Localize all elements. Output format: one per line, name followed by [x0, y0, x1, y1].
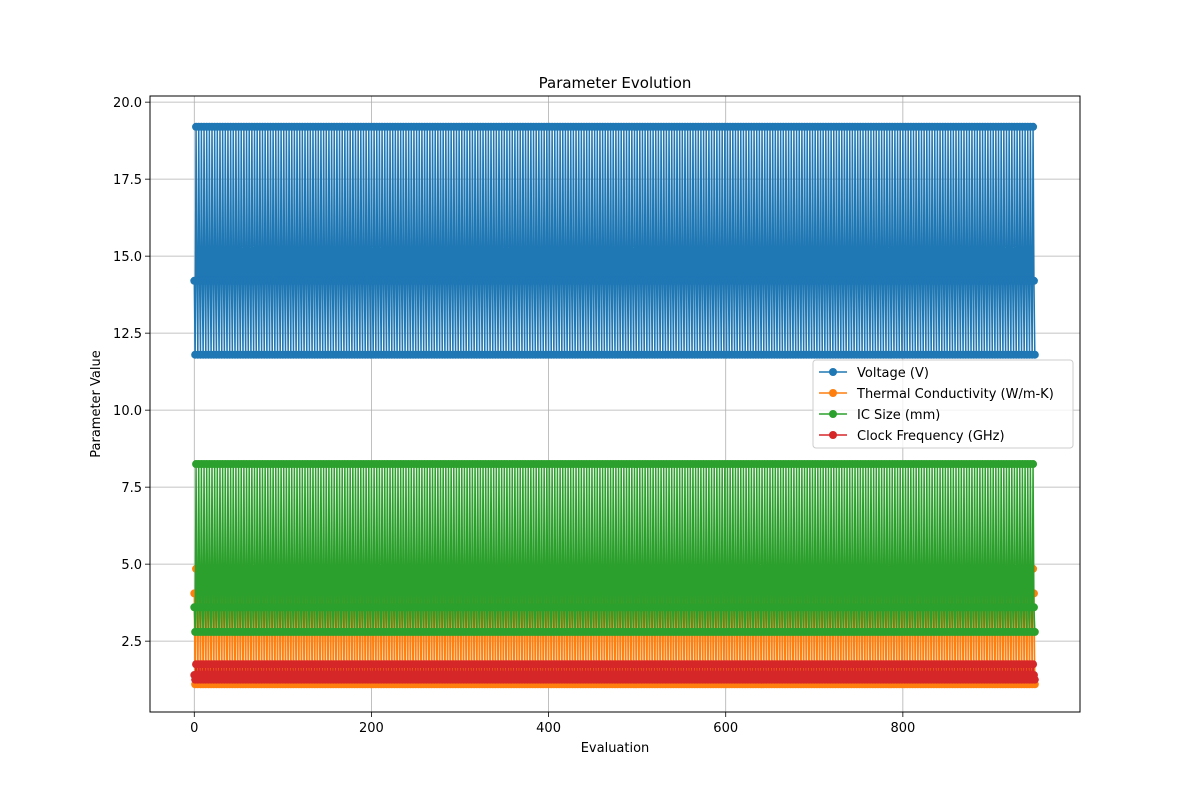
plot-frame — [149, 95, 1081, 713]
series-line — [193, 464, 1036, 632]
series-3 — [190, 660, 1039, 684]
x-tick-label: 200 — [359, 721, 384, 736]
legend: Voltage (V) Thermal Conductivity (W/m-K) I… — [812, 359, 1074, 449]
series-0 — [190, 122, 1039, 359]
x-tick-label: 400 — [536, 721, 561, 736]
chart-title: Parameter Evolution — [539, 74, 692, 92]
legend-box — [812, 359, 1074, 449]
x-axis-label: Evaluation — [581, 741, 650, 756]
data-point — [1030, 627, 1039, 636]
y-tick-label: 7.5 — [121, 481, 142, 496]
data-point — [1030, 675, 1039, 684]
legend-marker — [829, 431, 837, 439]
series-layer — [190, 122, 1039, 689]
y-tick-label: 12.5 — [113, 327, 142, 342]
x-tick-label: 600 — [713, 721, 738, 736]
y-tick-label: 15.0 — [113, 250, 142, 265]
legend-item: Clock Frequency (GHz) — [819, 429, 1005, 444]
legend-label: Thermal Conductivity (W/m-K) — [856, 387, 1054, 402]
data-point — [1029, 603, 1038, 612]
legend-item: Voltage (V) — [819, 366, 929, 381]
legend-label: Voltage (V) — [857, 366, 929, 381]
x-tick-label: 800 — [890, 721, 915, 736]
legend-item: IC Size (mm) — [819, 408, 940, 423]
legend-item: Thermal Conductivity (W/m-K) — [819, 387, 1054, 402]
y-tick-label: 2.5 — [121, 635, 142, 650]
data-point — [1030, 350, 1039, 359]
series-2 — [190, 460, 1039, 636]
legend-label: IC Size (mm) — [857, 408, 940, 423]
x-axis: 0 200 400 600 800 — [190, 712, 915, 736]
legend-marker — [829, 410, 837, 418]
legend-marker — [829, 368, 837, 376]
legend-marker — [829, 389, 837, 397]
y-tick-label: 20.0 — [113, 96, 142, 111]
y-axis: 2.5 5.0 7.5 10.0 12.5 15.0 17.5 20.0 — [113, 96, 150, 650]
legend-label: Clock Frequency (GHz) — [857, 429, 1005, 444]
data-point — [1029, 122, 1038, 131]
y-tick-label: 5.0 — [121, 558, 142, 573]
x-tick-label: 0 — [190, 721, 198, 736]
y-tick-label: 10.0 — [113, 404, 142, 419]
data-point — [1029, 660, 1038, 669]
data-point — [1029, 276, 1038, 285]
y-tick-label: 17.5 — [113, 173, 142, 188]
y-axis-label: Parameter Value — [89, 350, 104, 457]
data-point — [1029, 460, 1038, 469]
series-line — [193, 126, 1036, 355]
